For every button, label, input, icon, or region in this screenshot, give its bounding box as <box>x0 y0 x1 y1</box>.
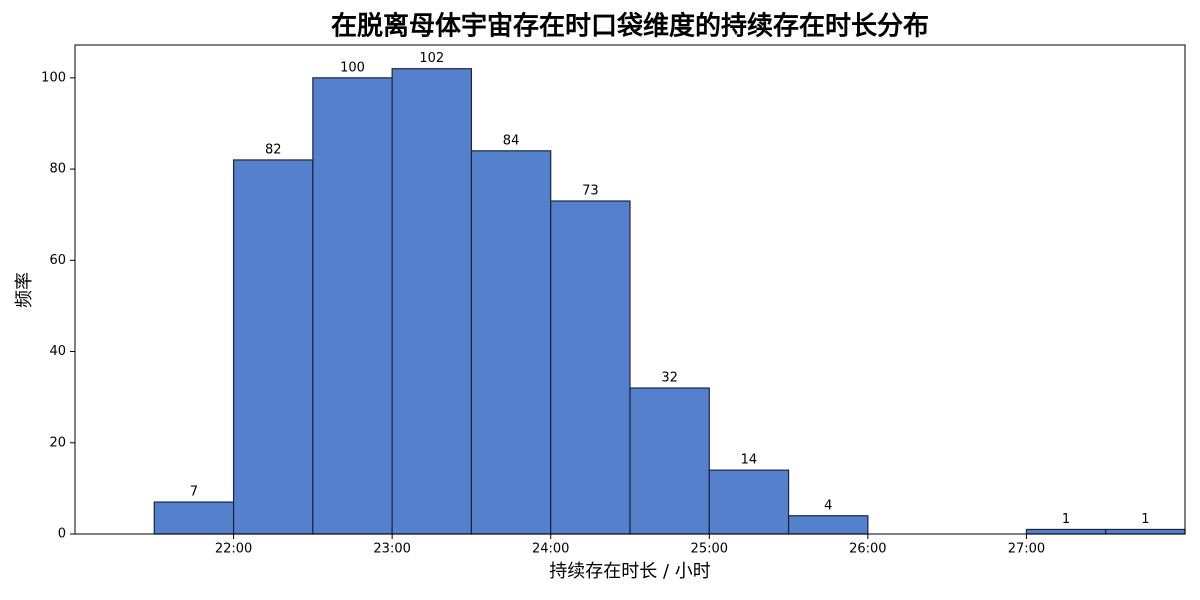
data-label: 32 <box>661 371 678 386</box>
y-tick-label: 80 <box>49 162 66 177</box>
y-tick-label: 60 <box>49 253 66 268</box>
y-tick-label: 40 <box>49 344 66 359</box>
data-label: 14 <box>741 453 758 468</box>
bar <box>312 77 393 535</box>
data-label: 73 <box>582 184 599 199</box>
bar <box>470 150 552 535</box>
data-label: 84 <box>503 133 520 148</box>
bar <box>1105 528 1186 535</box>
data-label: 7 <box>190 485 198 500</box>
y-tick-label: 100 <box>41 70 66 85</box>
data-label: 100 <box>340 60 365 75</box>
plot-frame <box>74 44 1186 535</box>
chart-title: 在脱离母体宇宙存在时口袋维度的持续存在时长分布 <box>331 11 929 42</box>
bar <box>153 501 235 535</box>
y-tick-label: 20 <box>49 435 66 450</box>
bar <box>787 515 869 535</box>
x-axis-label: 持续存在时长 / 小时 <box>549 561 711 582</box>
bar <box>1025 528 1107 535</box>
x-tick-label: 27:00 <box>1008 542 1045 557</box>
data-label: 1 <box>1062 512 1070 527</box>
bar <box>550 200 631 535</box>
bar <box>629 387 710 535</box>
data-label: 4 <box>824 498 832 513</box>
data-label: 1 <box>1141 512 1149 527</box>
x-tick-label: 24:00 <box>532 542 569 557</box>
bar <box>391 68 473 535</box>
x-tick-label: 22:00 <box>215 542 252 557</box>
data-label: 82 <box>265 142 282 157</box>
x-tick-label: 25:00 <box>691 542 728 557</box>
y-axis-label: 频率 <box>14 272 35 308</box>
x-tick-label: 23:00 <box>373 542 410 557</box>
bar <box>708 469 790 535</box>
bar <box>232 159 314 535</box>
data-label: 102 <box>419 51 444 66</box>
x-tick-label: 26:00 <box>849 542 886 557</box>
y-tick-label: 0 <box>58 527 66 542</box>
